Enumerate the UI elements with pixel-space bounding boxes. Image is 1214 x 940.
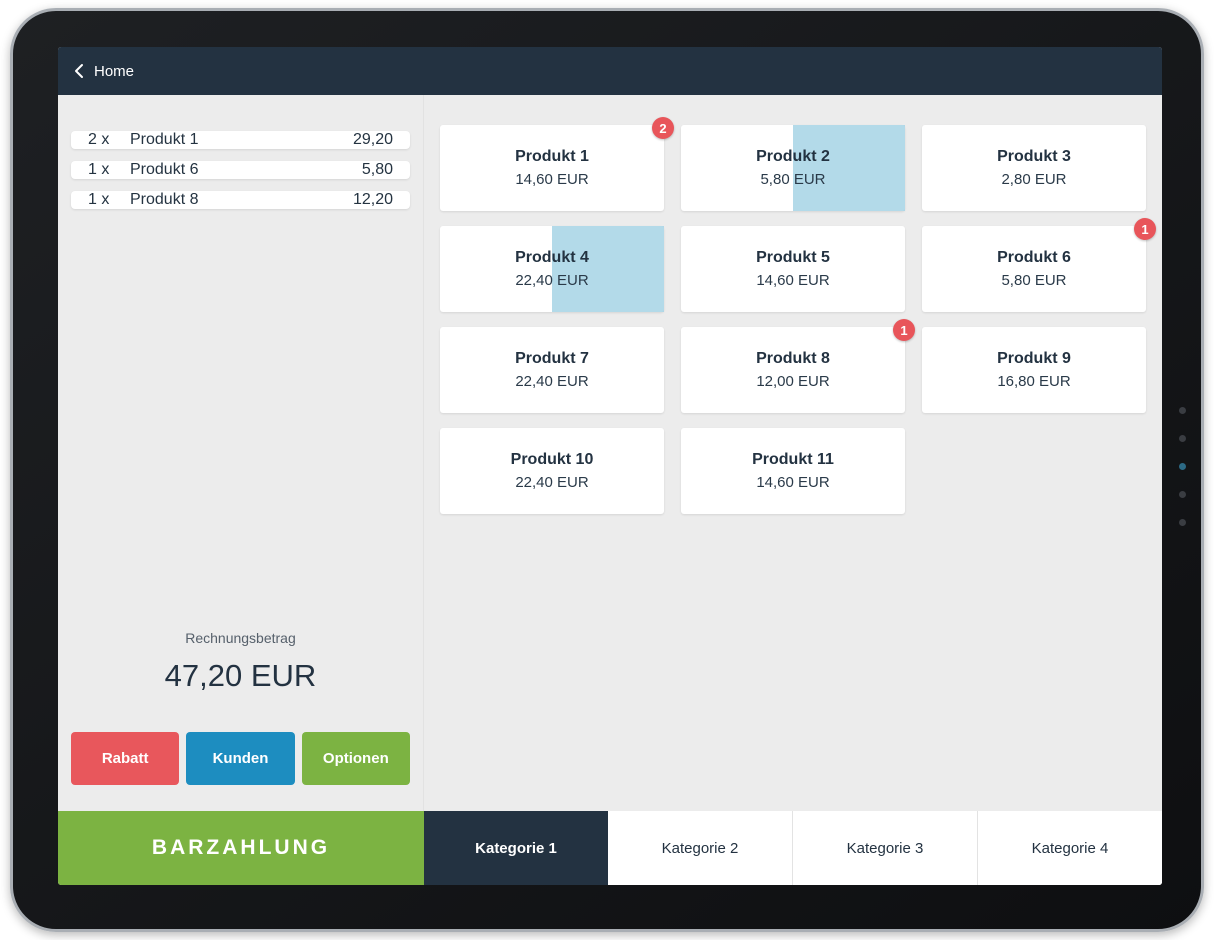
product-price: 22,40 EUR	[515, 474, 589, 491]
product-price: 14,60 EUR	[515, 171, 589, 188]
category-tab[interactable]: Kategorie 2	[608, 811, 793, 885]
cart-line-item[interactable]: 1 x Produkt 8 12,20	[71, 191, 410, 209]
camera-dot	[1179, 463, 1186, 470]
product-tile[interactable]: Produkt 1 14,60 EUR 2	[440, 117, 674, 211]
product-tile[interactable]: Produkt 8 12,00 EUR 1	[681, 319, 915, 413]
product-tile[interactable]: Produkt 7 22,40 EUR	[440, 327, 664, 413]
product-price: 22,40 EUR	[515, 373, 589, 390]
product-price: 12,00 EUR	[756, 373, 830, 390]
item-quantity: 1 x	[88, 161, 110, 178]
item-quantity: 2 x	[88, 131, 110, 148]
bezel-dot	[1179, 407, 1186, 414]
product-tile[interactable]: Produkt 10 22,40 EUR	[440, 428, 664, 514]
product-name: Produkt 5	[756, 249, 830, 266]
bezel-dot	[1179, 491, 1186, 498]
category-tab[interactable]: Kategorie 1	[424, 811, 608, 885]
product-tile[interactable]: Produkt 5 14,60 EUR	[681, 226, 905, 312]
quantity-badge: 2	[652, 117, 674, 139]
quantity-badge: 1	[1134, 218, 1156, 240]
product-name: Produkt 4	[515, 249, 589, 266]
product-price: 2,80 EUR	[1001, 171, 1067, 188]
category-tabs: Kategorie 1 Kategorie 2 Kategorie 3 Kategor…	[424, 811, 1162, 885]
item-quantity: 1 x	[88, 191, 110, 208]
item-name: Produkt 8	[130, 191, 199, 208]
cart-panel: 2 x Produkt 1 29,20 1 x Produkt 6 5,80 1 x Prod…	[58, 95, 424, 811]
product-tile[interactable]: Produkt 4 22,40 EUR	[440, 226, 664, 312]
product-name: Produkt 10	[510, 451, 594, 468]
product-tile[interactable]: Produkt 3 2,80 EUR	[922, 125, 1146, 211]
product-grid: Produkt 1 14,60 EUR 2 Produkt 2 5,80 EUR Prod…	[440, 117, 1156, 514]
product-name: Produkt 1	[515, 148, 589, 165]
product-area: Produkt 1 14,60 EUR 2 Produkt 2 5,80 EUR Prod…	[424, 95, 1162, 811]
product-tile[interactable]: Produkt 9 16,80 EUR	[922, 327, 1146, 413]
bezel-dot	[1179, 435, 1186, 442]
item-price: 5,80	[361, 161, 393, 178]
item-name: Produkt 1	[130, 131, 199, 148]
product-price: 16,80 EUR	[997, 373, 1071, 390]
product-name: Produkt 8	[756, 350, 830, 367]
back-button[interactable]: Home	[74, 63, 134, 80]
product-price: 14,60 EUR	[756, 272, 830, 289]
back-label: Home	[94, 62, 135, 80]
total-value: 47,20 EUR	[164, 658, 317, 693]
category-tab[interactable]: Kategorie 3	[793, 811, 978, 885]
product-name: Produkt 2	[756, 148, 830, 165]
product-name: Produkt 11	[752, 451, 834, 468]
product-price: 5,80 EUR	[1001, 272, 1067, 289]
pay-cash-button[interactable]: BARZAHLUNG	[58, 811, 424, 885]
product-name: Produkt 3	[997, 148, 1071, 165]
customers-button[interactable]: Kunden	[186, 732, 295, 785]
item-name: Produkt 6	[130, 161, 199, 178]
category-tab[interactable]: Kategorie 4	[978, 811, 1162, 885]
total-label: Rechnungsbetrag	[185, 630, 296, 646]
cart-line-item[interactable]: 1 x Produkt 6 5,80	[71, 161, 410, 179]
product-name: Produkt 6	[997, 249, 1071, 266]
touch-highlight-overlay	[793, 125, 905, 211]
item-price: 29,20	[352, 131, 393, 148]
quantity-badge: 1	[893, 319, 915, 341]
product-price: 5,80 EUR	[760, 171, 826, 188]
cart-line-item[interactable]: 2 x Produkt 1 29,20	[71, 131, 410, 149]
app-screen: Home 2 x Produkt 1 29,20 1 x Produkt 6 5,80 1 …	[58, 47, 1162, 885]
cart-items: 2 x Produkt 1 29,20 1 x Produkt 6 5,80 1 x Prod…	[71, 131, 410, 221]
bezel-dot	[1179, 519, 1186, 526]
cart-summary: Rechnungsbetrag 47,20 EUR Rabatt Kunden …	[71, 630, 410, 785]
item-price: 12,20	[352, 191, 393, 208]
options-button[interactable]: Optionen	[301, 732, 410, 785]
product-price: 22,40 EUR	[515, 272, 589, 289]
bottom-bar: BARZAHLUNG Kategorie 1 Kategorie 2 Kategor…	[58, 811, 1162, 885]
main-content: 2 x Produkt 1 29,20 1 x Produkt 6 5,80 1 x Prod…	[58, 95, 1162, 811]
touch-highlight-overlay	[552, 226, 664, 312]
product-tile[interactable]: Produkt 11 14,60 EUR	[681, 428, 905, 514]
top-bar: Home	[58, 47, 1162, 95]
discount-button[interactable]: Rabatt	[71, 732, 180, 785]
cart-actions: Rabatt Kunden Optionen	[71, 732, 410, 785]
product-name: Produkt 9	[997, 350, 1071, 367]
product-name: Produkt 7	[515, 350, 589, 367]
product-tile[interactable]: Produkt 2 5,80 EUR	[681, 125, 905, 211]
bezel-sensor-dots	[1179, 407, 1186, 526]
tablet-frame: Home 2 x Produkt 1 29,20 1 x Produkt 6 5,80 1 …	[10, 8, 1204, 932]
product-tile[interactable]: Produkt 6 5,80 EUR 1	[922, 218, 1156, 312]
product-price: 14,60 EUR	[756, 474, 830, 491]
back-chevron-icon	[74, 63, 84, 79]
